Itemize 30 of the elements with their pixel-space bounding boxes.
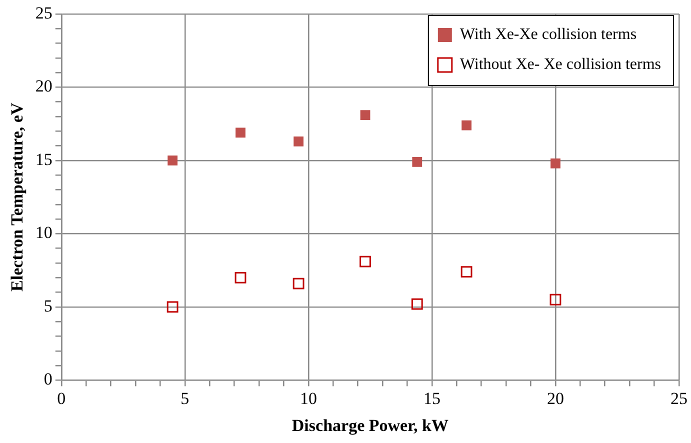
point	[234, 272, 246, 284]
point	[550, 158, 560, 168]
point	[412, 156, 422, 167]
point	[460, 266, 472, 278]
y-tick-label: 0	[44, 370, 52, 389]
y-tick-label: 15	[35, 150, 52, 169]
point	[550, 294, 562, 306]
y-tick-label: 10	[35, 223, 52, 242]
point	[294, 136, 304, 146]
x-tick-label: 5	[180, 388, 190, 408]
y-tick-label: 20	[35, 76, 52, 96]
x-tick-label: 25	[670, 388, 688, 408]
point	[462, 120, 472, 130]
y-tick-label: 5	[44, 296, 52, 316]
point	[360, 256, 371, 268]
x-tick-label: 10	[300, 388, 317, 408]
x-tick-label: 20	[546, 388, 564, 408]
point	[411, 298, 423, 310]
point	[292, 278, 304, 290]
x-axis-title: Discharge Power, kW	[292, 416, 449, 436]
point	[166, 301, 178, 313]
point	[168, 156, 178, 166]
legend-label: With Xe-Xe collision terms	[460, 26, 637, 44]
legend-label: Without Xe- Xe collision terms	[460, 56, 661, 74]
x-tick-label: 15	[423, 388, 440, 408]
point	[236, 128, 246, 138]
y-tick-label: 25	[35, 3, 52, 22]
point	[360, 110, 370, 120]
y-axis-title: Electron Temperature, eV	[8, 102, 27, 292]
x-tick-label: 0	[57, 388, 66, 408]
